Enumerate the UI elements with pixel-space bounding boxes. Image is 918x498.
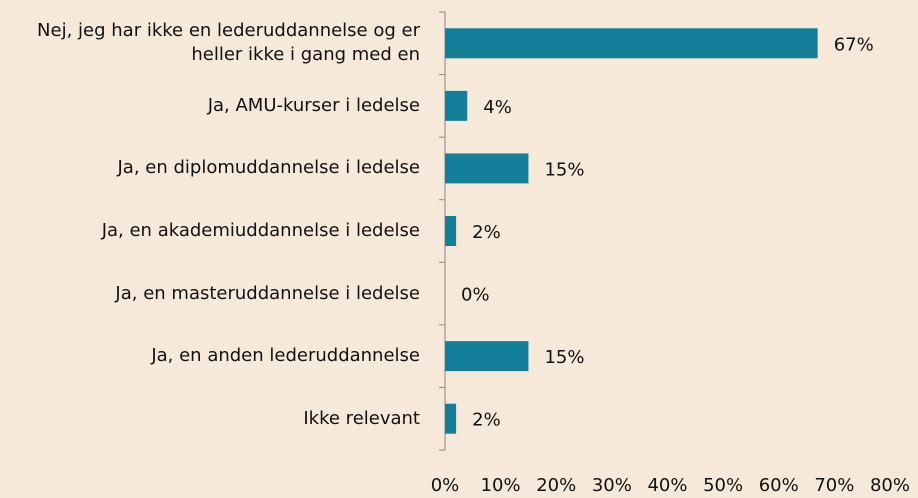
y-tick-label: Nej, jeg har ikke en lederuddannelse og … — [37, 20, 420, 66]
x-tick-label: 0% — [431, 475, 460, 496]
y-tick-label: Ja, en diplomuddannelse i ledelse — [117, 157, 421, 179]
data-label: 0% — [461, 285, 490, 306]
x-tick-label: 80% — [870, 475, 910, 496]
y-tick-label: Ja, AMU-kurser i ledelse — [207, 94, 420, 116]
x-tick-label: 40% — [647, 475, 687, 496]
bar — [445, 153, 529, 184]
x-tick-label: 60% — [759, 475, 799, 496]
y-tick-label: Ja, en masteruddannelse i ledelse — [115, 282, 420, 304]
bar — [445, 90, 468, 121]
bar — [445, 28, 818, 59]
bar — [445, 403, 457, 434]
y-tick-label: Ja, en anden lederuddannelse — [151, 345, 420, 367]
bar — [445, 216, 457, 246]
data-label: 67% — [834, 34, 874, 55]
data-label: 15% — [544, 159, 584, 180]
x-tick-label: 50% — [703, 475, 743, 496]
bar — [445, 341, 529, 372]
y-tick-label: Ikke relevant — [303, 407, 420, 429]
data-label: 4% — [483, 97, 512, 118]
data-label: 15% — [544, 347, 584, 368]
data-label: 2% — [472, 410, 501, 431]
x-tick-label: 70% — [814, 475, 854, 496]
x-tick-label: 30% — [592, 475, 632, 496]
x-tick-label: 20% — [536, 475, 576, 496]
data-label: 2% — [472, 222, 501, 243]
x-tick-label: 10% — [481, 475, 521, 496]
y-tick-label: Ja, en akademiuddannelse i ledelse — [101, 220, 420, 241]
